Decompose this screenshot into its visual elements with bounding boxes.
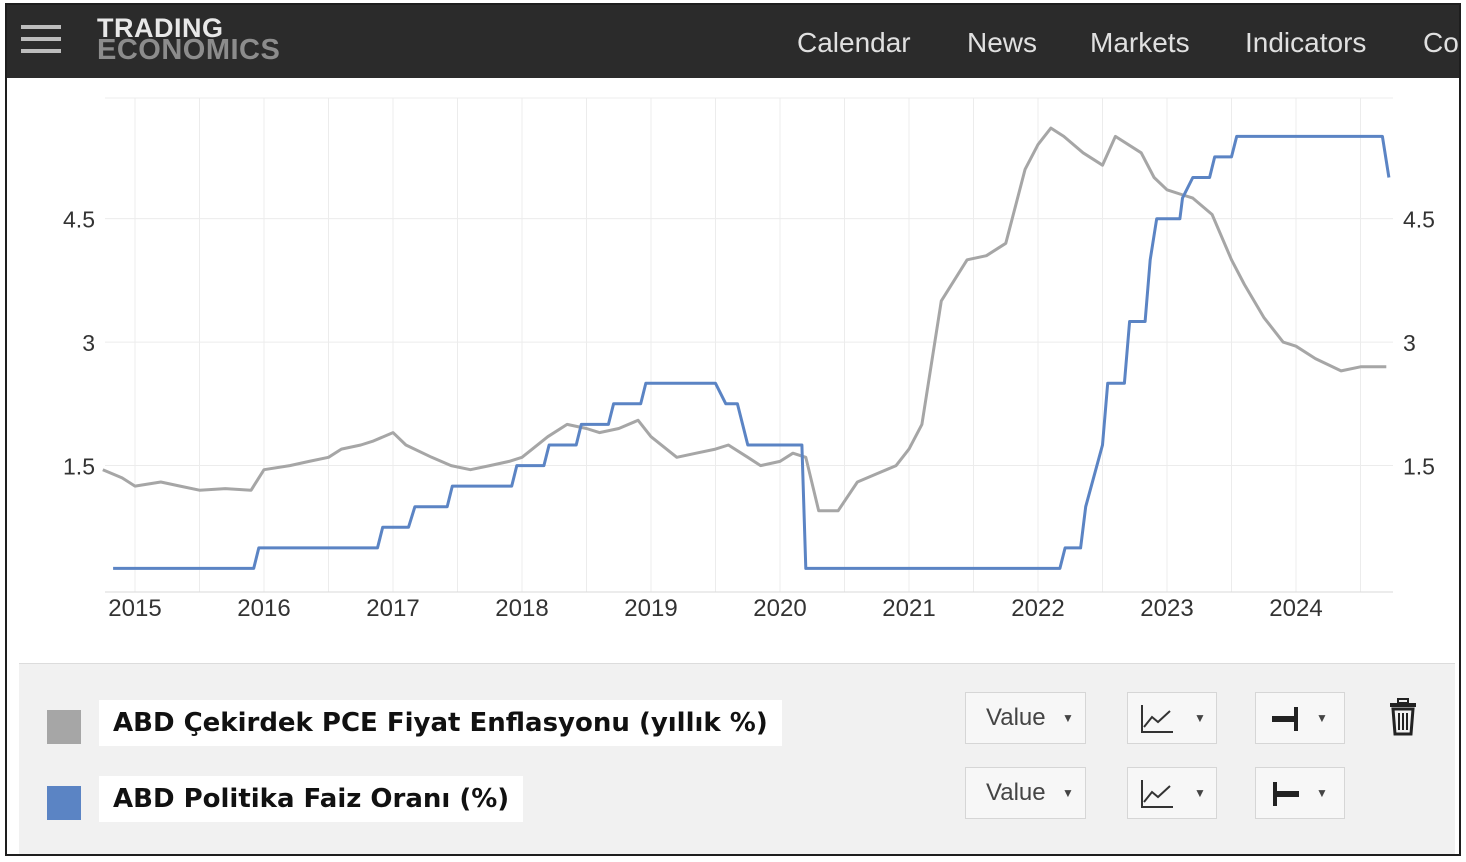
logo-line-economics: ECONOMICS xyxy=(97,34,281,66)
top-navigation-bar: TRADING ECONOMICS Calendar News Markets … xyxy=(7,5,1459,78)
nav-news[interactable]: News xyxy=(967,27,1038,58)
trash-icon[interactable] xyxy=(1388,697,1418,737)
logo-line-trading: TRADING xyxy=(97,13,224,43)
series-color-swatch xyxy=(47,710,81,744)
legend-row-policy-rate: ABD Politika Faiz Oranı (%) Value ▼ ▼ ▼ xyxy=(19,767,1455,832)
series-line-pce xyxy=(102,126,1387,513)
x-tick-label: 2016 xyxy=(237,595,290,622)
y-tick-label-right: 3 xyxy=(1403,330,1416,356)
y-tick-label-left: 4.5 xyxy=(63,207,95,233)
nav-indicators[interactable]: Indicators xyxy=(1245,27,1367,58)
value-dropdown-policy-rate[interactable]: Value ▼ xyxy=(965,767,1086,819)
line-chart: 4.5 3 1.5 4.5 3 1.5 2015 2016 2017 2018 2019 2020 20… xyxy=(63,97,1435,622)
x-tick-label: 2019 xyxy=(624,595,677,622)
x-tick-label: 2024 xyxy=(1269,595,1322,622)
hamburger-menu-icon[interactable] xyxy=(21,25,61,59)
series-legend-panel: ABD Çekirdek PCE Fiyat Enflasyonu (yıllı… xyxy=(19,663,1455,854)
chart-area: 4.5 3 1.5 4.5 3 1.5 2015 2016 2017 2018 2019 2020 20… xyxy=(7,78,1459,663)
caret-down-icon: ▼ xyxy=(1316,786,1328,800)
value-dropdown-label: Value xyxy=(986,704,1046,731)
legend-row-pce: ABD Çekirdek PCE Fiyat Enflasyonu (yıllı… xyxy=(19,692,1455,756)
nav-markets[interactable]: Markets xyxy=(1090,27,1190,58)
axis-dropdown-policy-rate[interactable]: ▼ xyxy=(1255,767,1345,819)
caret-down-icon: ▼ xyxy=(1194,786,1206,800)
value-dropdown-pce[interactable]: Value ▼ xyxy=(965,692,1086,744)
x-tick-label: 2023 xyxy=(1140,595,1193,622)
series-color-swatch xyxy=(47,786,81,820)
y-tick-label-right: 4.5 xyxy=(1403,207,1435,233)
axis-dropdown-pce[interactable]: ▼ xyxy=(1255,692,1345,744)
x-tick-label: 2021 xyxy=(882,595,935,622)
app-frame: TRADING ECONOMICS Calendar News Markets … xyxy=(5,3,1461,856)
line-chart-icon xyxy=(1141,780,1173,808)
caret-down-icon: ▼ xyxy=(1316,711,1328,725)
x-tick-label: 2017 xyxy=(366,595,419,622)
nav-calendar[interactable]: Calendar xyxy=(797,27,911,58)
trading-economics-logo[interactable]: TRADING ECONOMICS xyxy=(97,13,281,66)
x-tick-label: 2022 xyxy=(1011,595,1064,622)
caret-down-icon: ▼ xyxy=(1062,786,1074,800)
chart-type-dropdown-pce[interactable]: ▼ xyxy=(1127,692,1217,744)
series-line-policy-rate xyxy=(113,134,1391,570)
x-tick-label: 2015 xyxy=(108,595,161,622)
x-tick-label: 2018 xyxy=(495,595,548,622)
series-label-pce[interactable]: ABD Çekirdek PCE Fiyat Enflasyonu (yıllı… xyxy=(99,700,782,746)
y-tick-label-right: 1.5 xyxy=(1403,454,1435,480)
axis-left-icon xyxy=(1273,782,1299,806)
line-chart-icon xyxy=(1141,705,1173,733)
y-tick-label-left: 3 xyxy=(82,330,95,356)
axis-right-icon xyxy=(1272,707,1298,731)
nav-co-truncated[interactable]: Co xyxy=(1423,27,1459,58)
chart-type-dropdown-policy-rate[interactable]: ▼ xyxy=(1127,767,1217,819)
value-dropdown-label: Value xyxy=(986,779,1046,806)
x-tick-label: 2020 xyxy=(753,595,806,622)
caret-down-icon: ▼ xyxy=(1194,711,1206,725)
series-label-policy-rate[interactable]: ABD Politika Faiz Oranı (%) xyxy=(99,776,524,822)
y-tick-label-left: 1.5 xyxy=(63,454,95,480)
caret-down-icon: ▼ xyxy=(1062,711,1074,725)
